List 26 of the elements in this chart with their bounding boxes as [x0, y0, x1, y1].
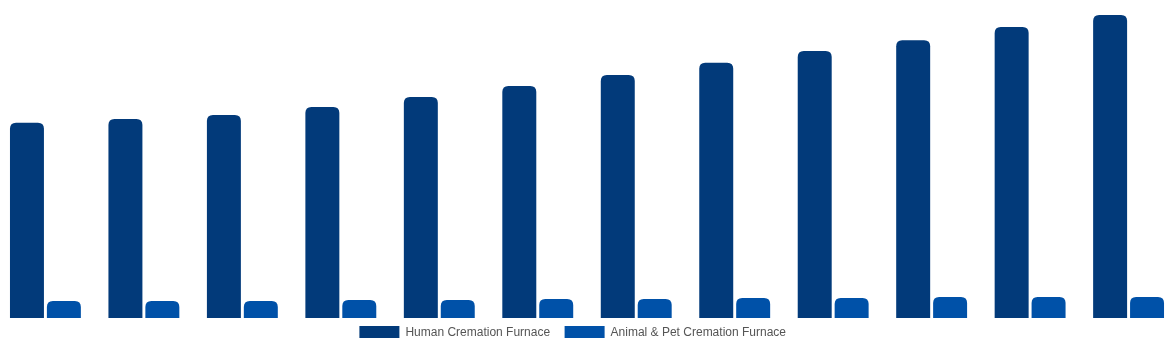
- bar: [145, 301, 180, 318]
- bar: [440, 300, 475, 318]
- bar: [243, 301, 278, 318]
- bar: [637, 298, 672, 318]
- bar: [342, 300, 377, 318]
- bar: [933, 297, 968, 318]
- legend-label: Human Cremation Furnace: [405, 325, 551, 339]
- bar: [502, 85, 537, 318]
- bar: [600, 74, 635, 318]
- bar: [736, 298, 771, 318]
- bar: [994, 27, 1029, 318]
- bar: [1130, 297, 1165, 318]
- legend-label: Animal & Pet Cremation Furnace: [610, 325, 787, 339]
- bar: [108, 118, 143, 318]
- bar: [46, 301, 81, 318]
- bar: [896, 40, 931, 318]
- bar: [206, 114, 241, 318]
- bar: [1031, 297, 1066, 318]
- bar: [797, 51, 832, 318]
- bar: [305, 107, 340, 318]
- bar: [539, 298, 574, 318]
- bar: [9, 122, 44, 318]
- bar: [1093, 15, 1128, 318]
- bar: [403, 97, 438, 318]
- bar: [699, 62, 734, 318]
- bar: [834, 298, 869, 318]
